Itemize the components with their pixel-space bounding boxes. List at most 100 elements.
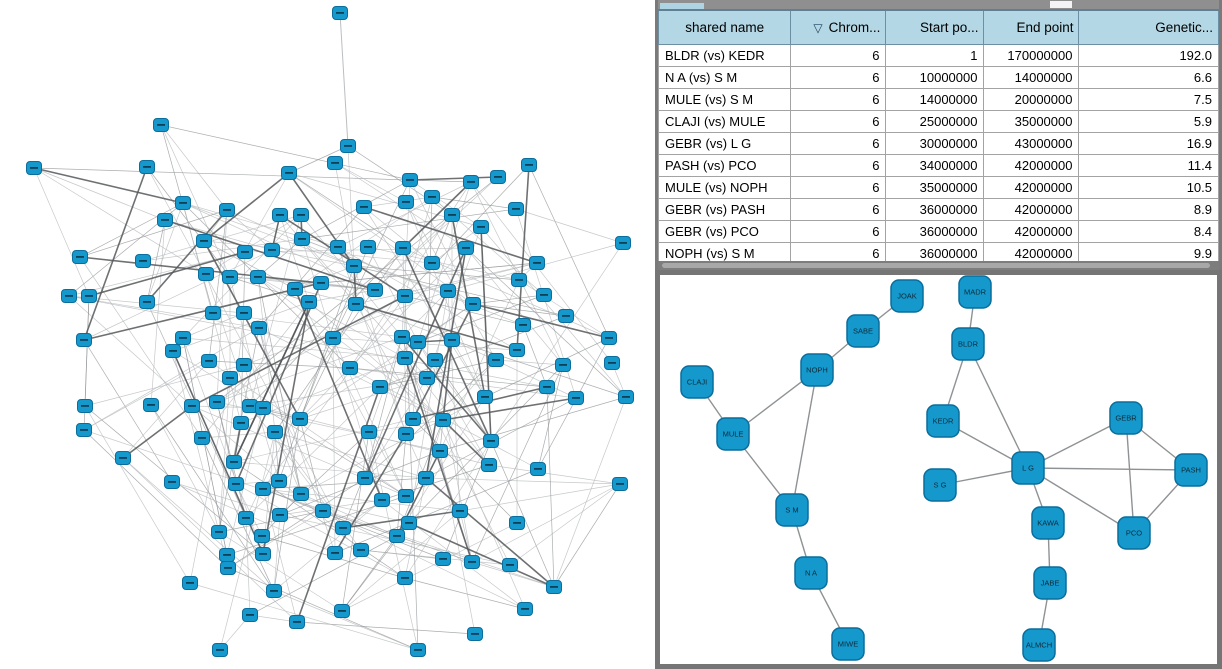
network-node[interactable] [481, 458, 497, 472]
network-node[interactable] [536, 288, 552, 302]
subnetwork-node-sm[interactable]: S M [775, 493, 809, 527]
subnetwork-node-jabe[interactable]: JABE [1033, 566, 1067, 600]
table-row[interactable]: CLAJI (vs) MULE 6 25000000 35000000 5.9 [657, 110, 1219, 133]
network-node[interactable] [397, 571, 413, 585]
subnetwork-node-lg[interactable]: L G [1011, 451, 1045, 485]
network-node[interactable] [353, 543, 369, 557]
network-node[interactable] [264, 243, 280, 257]
subnetwork-node-pash[interactable]: PASH [1174, 453, 1208, 487]
network-node[interactable] [372, 380, 388, 394]
network-node[interactable] [139, 160, 155, 174]
table-row[interactable]: GEBR (vs) PASH 6 36000000 42000000 8.9 [657, 198, 1219, 221]
network-node[interactable] [164, 475, 180, 489]
network-node[interactable] [157, 213, 173, 227]
network-node[interactable] [294, 232, 310, 246]
network-node[interactable] [228, 477, 244, 491]
network-node[interactable] [357, 471, 373, 485]
network-node[interactable] [325, 331, 341, 345]
table-row[interactable]: MULE (vs) NOPH 6 35000000 42000000 10.5 [657, 176, 1219, 199]
subnetwork-node-bldr[interactable]: BLDR [951, 327, 985, 361]
subnetwork-node-pco[interactable]: PCO [1117, 516, 1151, 550]
network-node[interactable] [539, 380, 555, 394]
network-node[interactable] [165, 344, 181, 358]
subnetwork-node-noph[interactable]: NOPH [800, 353, 834, 387]
network-node[interactable] [356, 200, 372, 214]
network-node[interactable] [360, 240, 376, 254]
subnetwork-panel[interactable]: JOAK MADR SABE BLDR NOPH CLAJI MULE KEDR GEBR L G… [655, 270, 1222, 669]
main-network-panel[interactable] [0, 0, 650, 669]
network-node[interactable] [222, 270, 238, 284]
network-node[interactable] [515, 318, 531, 332]
column-header-endpoint[interactable]: End point [983, 9, 1080, 45]
table-row[interactable]: GEBR (vs) PCO 6 36000000 42000000 8.4 [657, 220, 1219, 243]
network-node[interactable] [81, 289, 97, 303]
network-node[interactable] [327, 546, 343, 560]
network-node[interactable] [604, 356, 620, 370]
network-node[interactable] [398, 427, 414, 441]
network-node[interactable] [315, 504, 331, 518]
network-node[interactable] [272, 208, 288, 222]
network-node[interactable] [394, 330, 410, 344]
network-node[interactable] [182, 576, 198, 590]
network-node[interactable] [424, 256, 440, 270]
network-node[interactable] [194, 431, 210, 445]
network-node[interactable] [115, 451, 131, 465]
network-node[interactable] [395, 241, 411, 255]
network-node[interactable] [292, 412, 308, 426]
network-node[interactable] [509, 343, 525, 357]
network-node[interactable] [410, 335, 426, 349]
network-node[interactable] [254, 529, 270, 543]
network-node[interactable] [405, 412, 421, 426]
network-node[interactable] [255, 482, 271, 496]
network-node[interactable] [419, 371, 435, 385]
subnetwork-node-almch[interactable]: ALMCH [1022, 628, 1056, 662]
network-node[interactable] [458, 241, 474, 255]
network-node[interactable] [266, 584, 282, 598]
network-node[interactable] [201, 354, 217, 368]
network-node[interactable] [220, 561, 236, 575]
subnetwork-node-kawa[interactable]: KAWA [1031, 506, 1065, 540]
network-node[interactable] [293, 208, 309, 222]
network-node[interactable] [226, 455, 242, 469]
network-node[interactable] [601, 331, 617, 345]
network-node[interactable] [435, 413, 451, 427]
table-row[interactable]: BLDR (vs) KEDR 6 1 170000000 192.0 [657, 44, 1219, 67]
network-node[interactable] [77, 399, 93, 413]
network-node[interactable] [340, 139, 356, 153]
network-node[interactable] [348, 297, 364, 311]
subnetwork-node-madr[interactable]: MADR [958, 275, 992, 309]
table-row[interactable]: N A (vs) S M 6 10000000 14000000 6.6 [657, 66, 1219, 89]
network-node[interactable] [255, 547, 271, 561]
network-node[interactable] [233, 416, 249, 430]
table-row[interactable]: PASH (vs) PCO 6 34000000 42000000 11.4 [657, 154, 1219, 177]
network-node[interactable] [612, 477, 628, 491]
network-node[interactable] [402, 173, 418, 187]
network-node[interactable] [467, 627, 483, 641]
network-node[interactable] [558, 309, 574, 323]
network-node[interactable] [332, 6, 348, 20]
network-node[interactable] [401, 516, 417, 530]
network-node[interactable] [452, 504, 468, 518]
network-node[interactable] [236, 358, 252, 372]
network-node[interactable] [76, 333, 92, 347]
network-node[interactable] [483, 434, 499, 448]
filter-funnel-icon[interactable]: ▽ [813, 21, 823, 35]
network-node[interactable] [432, 444, 448, 458]
network-node[interactable] [313, 276, 329, 290]
network-node[interactable] [410, 643, 426, 657]
network-node[interactable] [502, 558, 518, 572]
network-node[interactable] [271, 474, 287, 488]
network-node[interactable] [555, 358, 571, 372]
column-header-startpo[interactable]: Start po... [885, 9, 985, 45]
table-row[interactable]: NOPH (vs) S M 6 36000000 42000000 9.9 [657, 242, 1219, 265]
network-node[interactable] [397, 351, 413, 365]
network-node[interactable] [473, 220, 489, 234]
network-node[interactable] [465, 297, 481, 311]
network-node[interactable] [175, 331, 191, 345]
horizontal-scrollbar[interactable] [662, 263, 1210, 268]
subnetwork-node-gebr[interactable]: GEBR [1109, 401, 1143, 435]
network-node[interactable] [175, 196, 191, 210]
network-node[interactable] [521, 158, 537, 172]
network-node[interactable] [440, 284, 456, 298]
network-node[interactable] [238, 511, 254, 525]
